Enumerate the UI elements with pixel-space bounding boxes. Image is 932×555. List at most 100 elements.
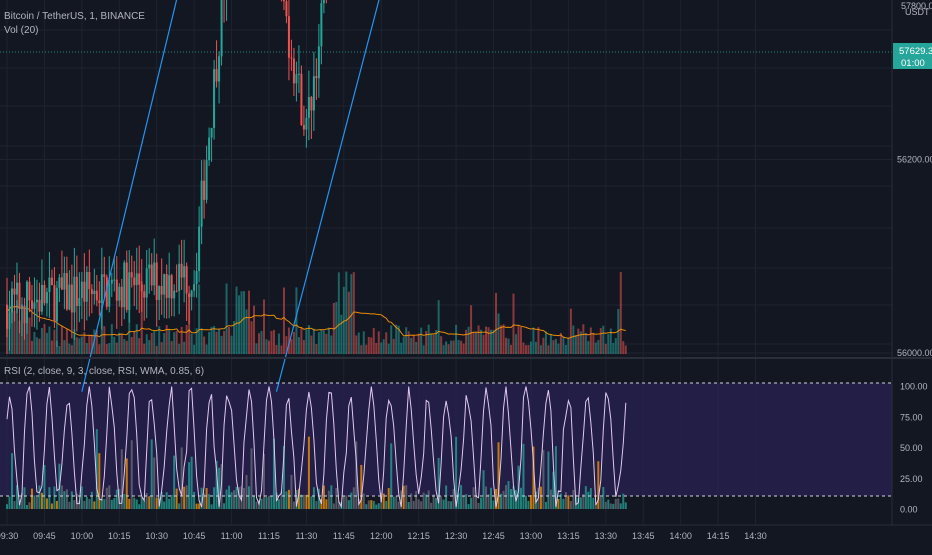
volume-bar [238,295,241,354]
volume-bar [362,331,365,354]
volume-bar [482,334,485,354]
trendlines[interactable] [81,0,618,392]
volume-bar [280,345,283,354]
volume-bar [487,327,490,354]
candle [185,262,188,322]
volume-bar [18,320,21,354]
volume-bar [282,287,285,354]
volume-legend[interactable]: Vol (20) [4,25,39,36]
rsi-axis[interactable]: 100.00 75.00 50.00 25.00 0.00 [900,382,928,515]
volume-bar [367,336,370,354]
volume-bar [125,340,128,354]
volume-bar [514,334,517,354]
price-tick-label: 56000.00 [897,348,932,358]
candle [120,278,123,326]
volume-bar [310,335,313,354]
volume-bar [445,341,448,354]
volume-bar [215,331,218,354]
price-axis[interactable]: 57400.0057200.0057000.0056800.0056600.00… [897,0,932,359]
candle [53,267,56,329]
candle [190,289,193,311]
candle [203,159,206,219]
volume-bar [60,326,63,354]
candle [295,61,298,102]
time-tick-label: 14:30 [744,531,767,541]
volume-bar [275,344,278,354]
volume-bar [305,329,308,354]
volume-bar [472,332,475,354]
volume-bar [13,310,16,354]
last-price-value: 57629.37 [899,46,932,57]
volume-bar [73,329,76,354]
volume-bar [500,325,503,354]
candle [23,297,26,340]
candles[interactable] [6,0,627,351]
volume-bar [145,334,148,354]
volume-bar [342,286,345,354]
candle [48,251,51,318]
volume-bar [365,344,368,354]
volume-bar [519,326,522,354]
candle [113,257,116,292]
volume-bar [524,345,527,354]
volume-bar [447,344,450,354]
candle [105,274,108,310]
volume-bar [28,317,31,354]
volume-bar [480,329,483,354]
volume-bar [352,272,355,354]
currency-label: USDT [905,7,930,17]
volume-bar [450,340,453,354]
candle [25,280,28,334]
candle [65,256,68,311]
rsi-line [6,386,627,509]
volume-bar [544,331,547,354]
volume-bar [15,300,18,354]
symbol-title[interactable]: Bitcoin / TetherUS, 1, BINANCE [4,11,145,22]
volume-bar [240,291,243,354]
volume-bar [100,305,103,354]
volume-bar [460,340,463,354]
volume-bar [233,321,236,354]
volume-bar [407,331,410,354]
volume-bar [285,336,288,354]
volume-bar [564,344,567,354]
time-axis[interactable]: 09:30 09:45 10:00 10:15 10:30 10:45 11:00 11:15… [0,531,767,541]
time-tick-label: 14:00 [669,531,692,541]
trendline [81,0,178,392]
volume-bar [390,325,393,354]
volume-bar [113,336,116,354]
volume-bar [105,344,108,354]
candle [43,280,46,306]
candle [115,256,118,329]
volume-bar [572,325,575,354]
volume-bar [517,325,520,354]
rsi-legend[interactable]: RSI (2, close, 9, 3, close, RSI, WMA, 0.… [4,366,205,377]
candle [18,272,21,334]
candle [208,127,211,166]
volume-bar [175,330,178,354]
candle [285,0,288,24]
volume-bar [223,331,226,354]
volume-bar [442,345,445,354]
volume-bar [290,339,293,354]
candle [90,284,93,314]
time-tick-label: 10:15 [108,531,131,541]
volume-bar [375,343,378,354]
volume-bar [385,332,388,354]
volume-bar [527,345,530,354]
volume-bar [549,334,552,354]
volume-bar [135,324,138,354]
candle [78,272,81,323]
volume-bar [455,324,458,354]
time-tick-label: 12:00 [370,531,393,541]
volume-bar [210,326,213,354]
volume-bar [437,300,440,354]
volume-bar [337,272,340,354]
candle [128,250,131,323]
candle [63,256,66,310]
rsi-tick-label: 50.00 [900,443,923,453]
volume-bar [45,332,48,354]
volume-bar [163,332,166,354]
